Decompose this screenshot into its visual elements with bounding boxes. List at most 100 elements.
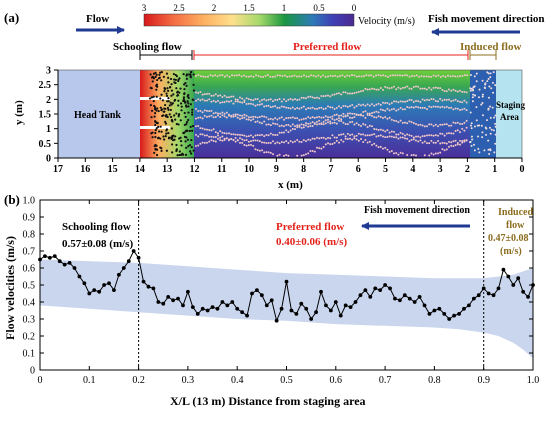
track-point xyxy=(313,107,316,110)
track-point xyxy=(254,116,257,119)
track-point xyxy=(296,154,299,157)
track-point xyxy=(426,88,428,91)
induced-title-2: flow xyxy=(506,220,525,231)
track-point xyxy=(486,80,489,83)
track-point xyxy=(477,135,480,138)
track-point xyxy=(269,106,272,109)
school-point xyxy=(177,115,180,118)
track-point xyxy=(208,92,211,95)
data-point xyxy=(447,317,452,321)
track-point xyxy=(208,135,211,138)
track-point xyxy=(234,140,237,143)
track-point xyxy=(419,101,422,104)
track-point xyxy=(263,141,266,144)
school-point xyxy=(163,90,166,93)
track-point xyxy=(377,128,380,131)
track-point xyxy=(254,148,257,151)
track-point xyxy=(423,154,426,157)
track-point xyxy=(390,135,393,138)
track-point xyxy=(421,87,424,90)
track-point xyxy=(410,154,413,157)
track-point xyxy=(258,149,261,152)
track-point xyxy=(324,94,327,97)
track-point xyxy=(201,93,204,96)
school-point xyxy=(154,129,157,132)
track-point xyxy=(410,106,413,109)
track-point xyxy=(269,124,272,127)
data-point xyxy=(501,267,506,272)
track-point xyxy=(465,101,468,104)
track-point xyxy=(406,100,409,103)
track-point xyxy=(415,74,418,77)
track-point xyxy=(428,142,431,145)
track-point xyxy=(390,149,393,152)
velocity-band xyxy=(40,259,533,359)
school-point xyxy=(163,110,166,113)
track-point xyxy=(199,99,202,102)
track-point xyxy=(470,127,473,130)
track-point xyxy=(459,122,461,125)
track-point xyxy=(214,115,217,118)
track-point xyxy=(478,151,481,154)
track-point xyxy=(289,140,292,143)
track-point xyxy=(305,140,307,143)
track-point xyxy=(309,95,312,98)
school-point xyxy=(191,113,194,116)
track-point xyxy=(342,115,345,118)
track-point xyxy=(377,115,380,118)
track-point xyxy=(357,103,360,106)
track-point xyxy=(481,93,484,96)
track-point xyxy=(432,153,435,156)
track-point xyxy=(324,107,327,110)
track-point xyxy=(267,118,270,121)
track-point xyxy=(296,107,299,110)
track-point xyxy=(371,125,373,128)
track-point xyxy=(212,128,215,131)
track-point xyxy=(397,101,400,104)
track-point xyxy=(443,89,446,92)
track-point xyxy=(373,111,376,114)
school-point xyxy=(188,143,192,147)
velocity-chart: 0 0.1 0.2 0.3 0.4 0.5 0.6 0.7 0.8 0.9 1.0 0 0.1 0.2 0.… xyxy=(23,196,540,387)
track-point xyxy=(430,98,433,101)
school-point xyxy=(160,71,163,74)
panel-a-y-tick-label: 2.5 xyxy=(39,80,52,91)
track-point xyxy=(250,116,252,119)
school-point xyxy=(164,135,167,138)
track-point xyxy=(234,100,237,103)
colorbar: 3 2.5 2 1.5 1 0.5 0 Velocity (m/s) xyxy=(142,3,415,27)
track-point xyxy=(221,131,224,134)
track-point xyxy=(263,98,266,101)
track-point xyxy=(265,134,268,137)
track-point xyxy=(480,124,483,127)
track-point xyxy=(366,112,369,115)
track-point xyxy=(199,90,202,93)
track-point xyxy=(219,94,222,97)
school-point xyxy=(154,71,157,75)
track-point xyxy=(327,116,329,119)
school-point xyxy=(187,111,190,114)
track-point xyxy=(329,120,332,123)
track-point xyxy=(233,74,236,77)
track-point xyxy=(346,92,349,95)
schooling-title: Schooling flow xyxy=(62,221,131,233)
track-point xyxy=(276,106,279,109)
panel-b-label: (b) xyxy=(4,192,20,207)
track-point xyxy=(283,118,285,121)
track-point xyxy=(340,133,343,136)
school-point xyxy=(150,132,153,135)
track-point xyxy=(494,122,497,125)
track-point xyxy=(375,88,378,91)
track-point xyxy=(475,106,478,109)
track-point xyxy=(267,74,269,77)
school-point xyxy=(191,108,194,111)
track-point xyxy=(434,134,437,137)
track-point xyxy=(338,105,340,108)
track-point xyxy=(489,132,492,135)
track-point xyxy=(373,127,376,130)
track-point xyxy=(397,121,400,124)
track-point xyxy=(344,137,347,140)
track-point xyxy=(221,114,224,117)
track-point xyxy=(219,139,222,142)
school-point xyxy=(183,135,187,138)
